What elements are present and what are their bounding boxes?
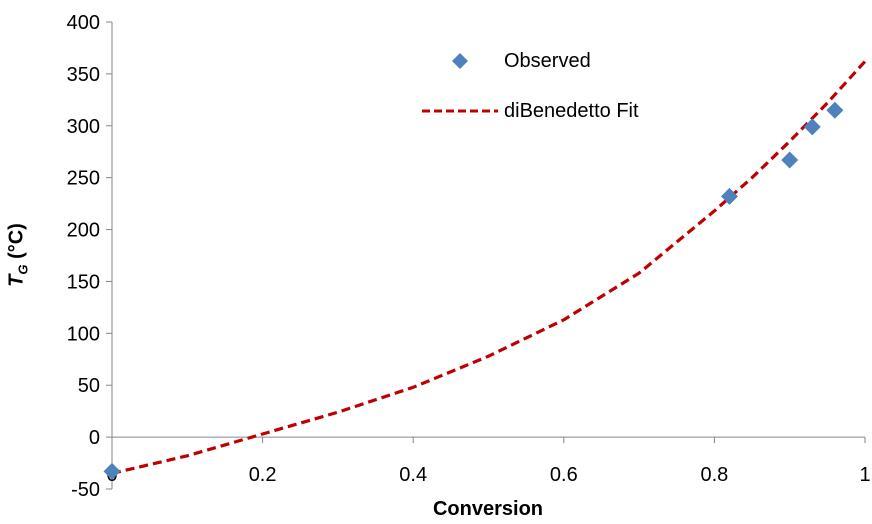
legend-label-fit: diBenedetto Fit (504, 99, 639, 122)
y-axis-label-prefix: T (5, 274, 28, 287)
x-tick-label: 0.2 (249, 464, 277, 486)
observed-point (826, 101, 844, 119)
observed-point (803, 118, 821, 136)
x-axis-label: Conversion (432, 498, 544, 520)
observed-point (781, 151, 799, 169)
observed-point (103, 462, 121, 480)
y-tick-label: 0 (89, 427, 100, 449)
y-axis-label-subscript: G (15, 264, 31, 275)
plot-area (103, 60, 867, 480)
legend-diamond-marker (420, 51, 500, 71)
x-tick-label: 1 (859, 464, 870, 486)
y-tick-label: 150 (67, 271, 100, 293)
legend-label-observed: Observed (504, 49, 591, 72)
legend-item-observed: Observed (420, 44, 639, 78)
y-tick-label: -50 (71, 479, 100, 501)
y-tick-label: 400 (67, 12, 100, 34)
legend-dashed-line (420, 101, 500, 121)
y-axis-label: TG (°C) (6, 223, 31, 287)
y-tick-label: 350 (67, 64, 100, 86)
legend-item-fit: diBenedetto Fit (420, 94, 639, 128)
x-tick-label: 0.6 (550, 464, 578, 486)
y-tick-label: 50 (78, 375, 100, 397)
y-tick-label: 250 (67, 168, 100, 190)
x-tick-label: 0.4 (399, 464, 427, 486)
legend: Observed diBenedetto Fit (420, 44, 639, 144)
observed-point (720, 187, 738, 205)
y-tick-label: 200 (67, 220, 100, 242)
x-tick-label: 0.8 (700, 464, 728, 486)
axes (106, 21, 866, 490)
tick-labels: -5005010015020025030035040000.20.40.60.8… (67, 12, 871, 501)
y-tick-label: 100 (67, 323, 100, 345)
y-axis-label-suffix: (°C) (5, 223, 28, 265)
y-tick-label: 300 (67, 116, 100, 138)
fit-line (111, 60, 867, 475)
